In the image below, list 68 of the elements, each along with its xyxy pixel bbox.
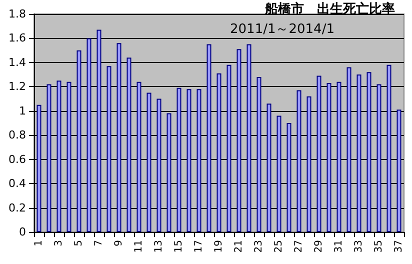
y-tick-label: 0.4 xyxy=(8,177,26,190)
y-tick-label: 1 xyxy=(19,104,26,118)
bar xyxy=(56,80,62,232)
x-tick-label: 3 xyxy=(54,240,64,246)
bar xyxy=(216,73,222,232)
bar xyxy=(366,72,372,232)
x-tick-label: 15 xyxy=(174,240,184,253)
bar xyxy=(46,84,52,232)
bar xyxy=(326,83,332,232)
x-tick-label: 37 xyxy=(394,240,404,253)
y-tick-label: 0.8 xyxy=(8,128,26,142)
bar xyxy=(116,43,122,232)
y-tick-label: 1.4 xyxy=(8,56,26,69)
x-tick-label: 27 xyxy=(294,240,304,253)
x-tick-label: 19 xyxy=(214,240,224,253)
bar xyxy=(236,49,242,232)
x-tick-label: 13 xyxy=(154,240,164,253)
y-tick-label: 1.2 xyxy=(8,80,26,94)
bar xyxy=(226,64,232,232)
bar xyxy=(276,116,282,232)
chart-title: 船橋市 出生死亡比率 xyxy=(264,1,395,17)
bar xyxy=(346,67,352,232)
bar xyxy=(96,30,102,232)
bar xyxy=(286,123,292,232)
bar xyxy=(386,64,392,232)
bar xyxy=(266,104,272,232)
x-tick-label: 17 xyxy=(194,240,204,253)
bar xyxy=(126,58,132,232)
bar xyxy=(166,113,172,232)
bar xyxy=(396,110,402,232)
x-tick-label: 33 xyxy=(354,240,364,253)
bar xyxy=(256,76,262,232)
bar xyxy=(136,82,142,232)
x-tick-label: 35 xyxy=(374,240,384,253)
y-tick-label: 1.6 xyxy=(8,32,26,45)
bar xyxy=(176,88,182,232)
x-tick-label: 11 xyxy=(134,240,144,253)
x-tick-label: 23 xyxy=(254,240,264,253)
bar xyxy=(206,44,212,232)
bar xyxy=(336,82,342,232)
x-tick-label: 21 xyxy=(234,240,244,253)
bar xyxy=(76,50,82,232)
bar xyxy=(86,38,92,232)
bar xyxy=(156,98,162,232)
y-tick-label: 0 xyxy=(19,226,26,238)
bar xyxy=(296,90,302,232)
bar xyxy=(36,104,42,232)
bar xyxy=(376,84,382,232)
y-tick-label: 0.2 xyxy=(8,201,26,214)
x-tick-label: 1 xyxy=(34,240,44,246)
x-tick-label: 31 xyxy=(334,240,344,253)
x-tick-label: 29 xyxy=(314,240,324,253)
bar xyxy=(186,89,192,232)
bar xyxy=(66,82,72,232)
text: 2011/1～2014/1 xyxy=(230,22,334,37)
y-tick-label: 0.6 xyxy=(8,152,26,166)
x-tick-label: 5 xyxy=(74,240,84,246)
bar xyxy=(306,96,312,232)
x-tick-label: 9 xyxy=(114,240,124,246)
x-tick-label: 25 xyxy=(274,240,284,253)
y-tick-label: 1.8 xyxy=(8,8,26,20)
bar xyxy=(146,92,152,232)
bar xyxy=(316,76,322,232)
bar xyxy=(246,44,252,232)
bar xyxy=(356,74,362,232)
bar xyxy=(106,66,112,232)
bar xyxy=(196,89,202,232)
x-tick-label: 7 xyxy=(94,240,104,246)
